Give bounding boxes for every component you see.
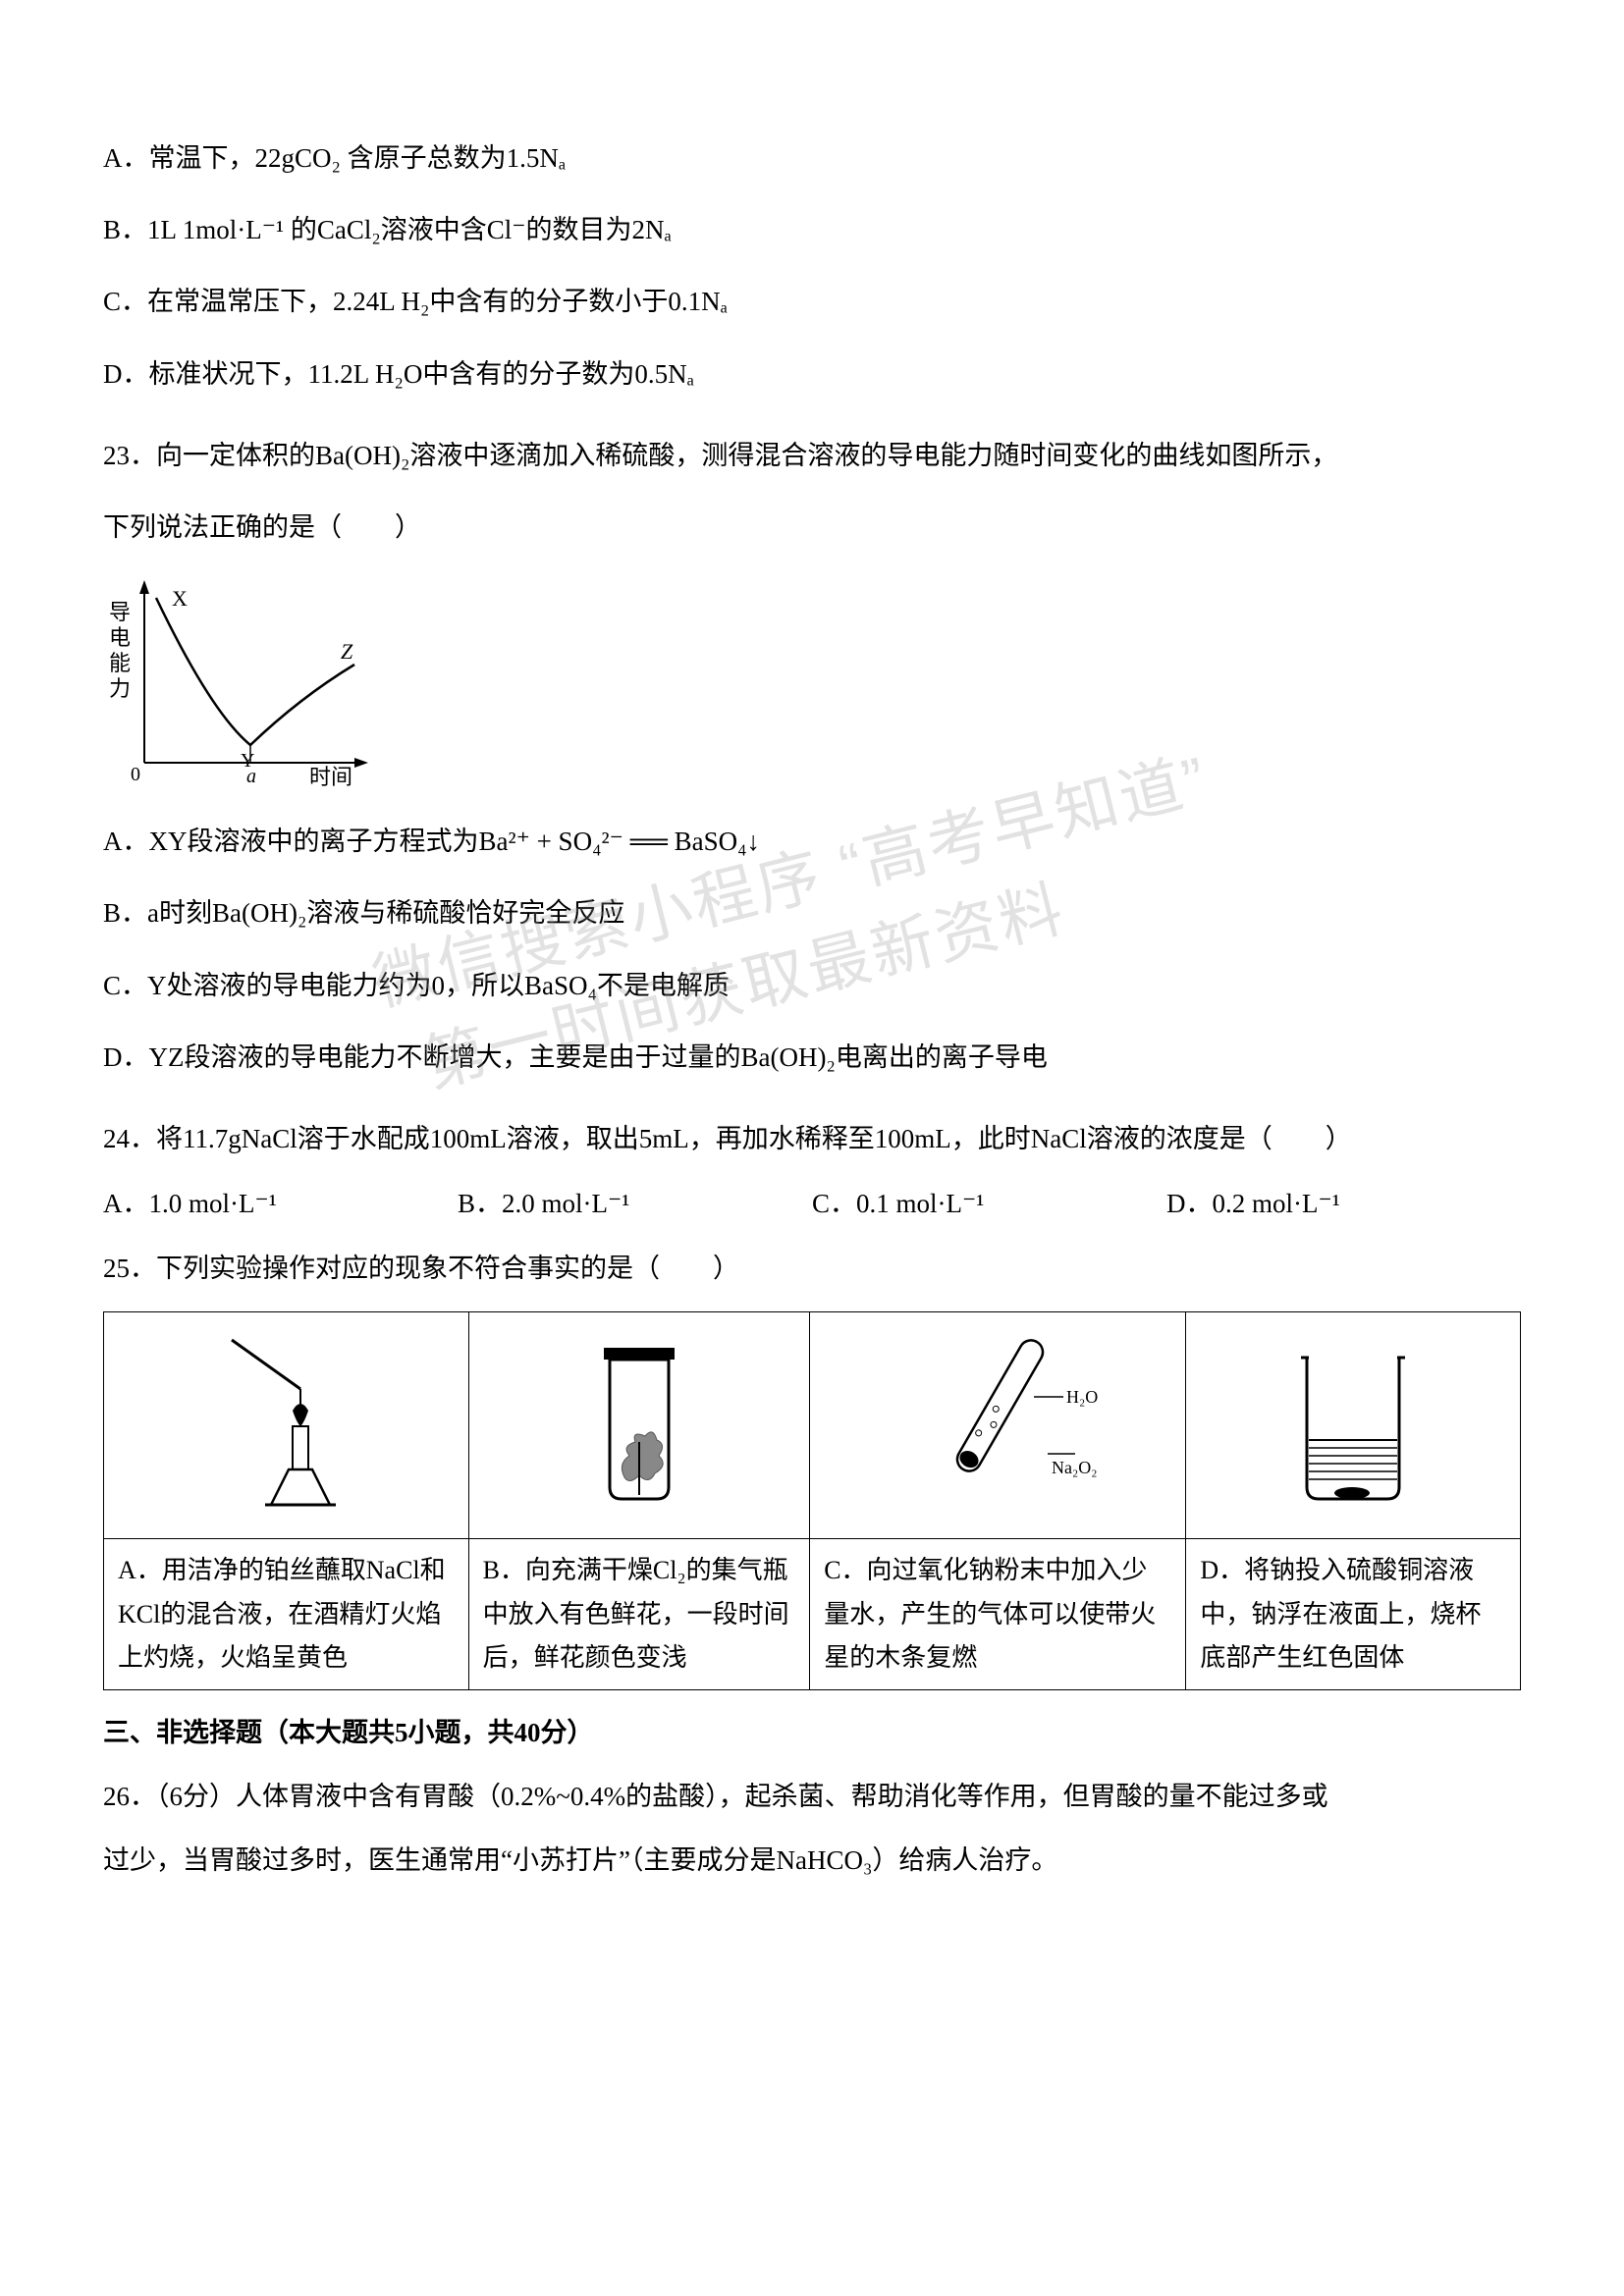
q25-img-d <box>1186 1312 1521 1539</box>
x-axis-label: 时间 <box>309 765 352 786</box>
q25-stem: 25．下列实验操作对应的现象不符合事实的是（ ） <box>103 1248 1521 1290</box>
svg-text:力: 力 <box>109 676 131 701</box>
q25-table: H₂O Na₂O₂ A．用洁净的铂丝蘸取NaCl和KCl的混合液，在酒精灯火 <box>103 1311 1521 1690</box>
gas-jar-icon <box>561 1320 718 1517</box>
conductivity-chart: 导 电 能 力 X Y Z 0 a 时间 <box>103 570 378 786</box>
beaker-icon <box>1270 1320 1436 1517</box>
point-x-label: X <box>172 586 188 611</box>
point-z-label: Z <box>341 639 353 664</box>
q23-a: A．XY段溶液中的离子方程式为Ba²⁺ + SO₄²⁻ ══ BaSO₄↓ <box>103 821 1521 863</box>
q24-d: D．0.2 mol·L⁻¹ <box>1166 1182 1521 1220</box>
h2o-label: H₂O <box>1066 1387 1098 1407</box>
svg-text:能: 能 <box>109 651 131 675</box>
q23-stem: 23．向一定体积的Ba(OH)₂溶液中逐滴加入稀硫酸，测得混合溶液的导电能力随时… <box>103 435 1521 477</box>
q25-img-c: H₂O Na₂O₂ <box>810 1312 1186 1539</box>
q24-b: B．2.0 mol·L⁻¹ <box>458 1182 812 1220</box>
q25-img-a <box>104 1312 469 1539</box>
q25-cell-c: C．向过氧化钠粉末中加入少量水，产生的气体可以使带火星的木条复燃 <box>810 1539 1186 1690</box>
section-3-label: 三、非选择题（本大题共5小题，共40分） <box>103 1718 594 1747</box>
a-label: a <box>246 766 256 786</box>
q25-cell-a: A．用洁净的铂丝蘸取NaCl和KCl的混合液，在酒精灯火焰上灼烧，火焰呈黄色 <box>104 1539 469 1690</box>
q26-line-a: 26．（6分）人体胃液中含有胃酸（0.2%~0.4%的盐酸），起杀菌、帮助消化等… <box>103 1776 1521 1818</box>
test-tube-icon: H₂O Na₂O₂ <box>894 1320 1101 1517</box>
option-d: D．标准状况下，11.2L H₂O中含有的分子数为0.5Nₐ <box>103 353 1521 396</box>
q24-stem: 24．将11.7gNaCl溶于水配成100mL溶液，取出5mL，再加水稀释至10… <box>103 1118 1521 1160</box>
na2o2-label: Na₂O₂ <box>1052 1458 1098 1477</box>
burner-icon <box>202 1320 369 1517</box>
option-c: C．在常温常压下，2.24L H₂中含有的分子数小于0.1Nₐ <box>103 281 1521 323</box>
q23-c: C．Y处溶液的导电能力约为0，所以BaSO₄不是电解质 <box>103 965 1521 1007</box>
option-a: A．常温下，22gCO₂ 含原子总数为1.5Nₐ <box>103 137 1521 180</box>
q23-d: D．YZ段溶液的导电能力不断增大，主要是由于过量的Ba(OH)₂电离出的离子导电 <box>103 1037 1521 1079</box>
section-3-title: 三、非选择题（本大题共5小题，共40分） <box>103 1712 1521 1754</box>
q25-cell-d: D．将钠投入硫酸铜溶液中，钠浮在液面上，烧杯底部产生红色固体 <box>1186 1539 1521 1690</box>
option-b: B．1L 1mol·L⁻¹ 的CaCl₂溶液中含Cl⁻的数目为2Nₐ <box>103 209 1521 251</box>
q25-cell-b: B．向充满干燥Cl₂的集气瓶中放入有色鲜花，一段时间后，鲜花颜色变浅 <box>468 1539 810 1690</box>
q23-stem-b: 下列说法正确的是（ ） <box>103 507 1521 549</box>
origin-label: 0 <box>131 764 140 785</box>
q24-a: A．1.0 mol·L⁻¹ <box>103 1182 458 1220</box>
q24-c: C．0.1 mol·L⁻¹ <box>812 1182 1166 1220</box>
q23-chart: 导 电 能 力 X Y Z 0 a 时间 <box>103 570 1521 786</box>
y-axis-label-1: 导 <box>109 600 131 624</box>
svg-text:电: 电 <box>109 625 131 650</box>
q25-img-b <box>468 1312 810 1539</box>
q26-line-b: 过少，当胃酸过多时，医生通常用“小苏打片”（主要成分是NaHCO₃）给病人治疗。 <box>103 1840 1521 1882</box>
q23-b: B．a时刻Ba(OH)₂溶液与稀硫酸恰好完全反应 <box>103 892 1521 934</box>
q24-options: A．1.0 mol·L⁻¹ B．2.0 mol·L⁻¹ C．0.1 mol·L⁻… <box>103 1182 1521 1220</box>
